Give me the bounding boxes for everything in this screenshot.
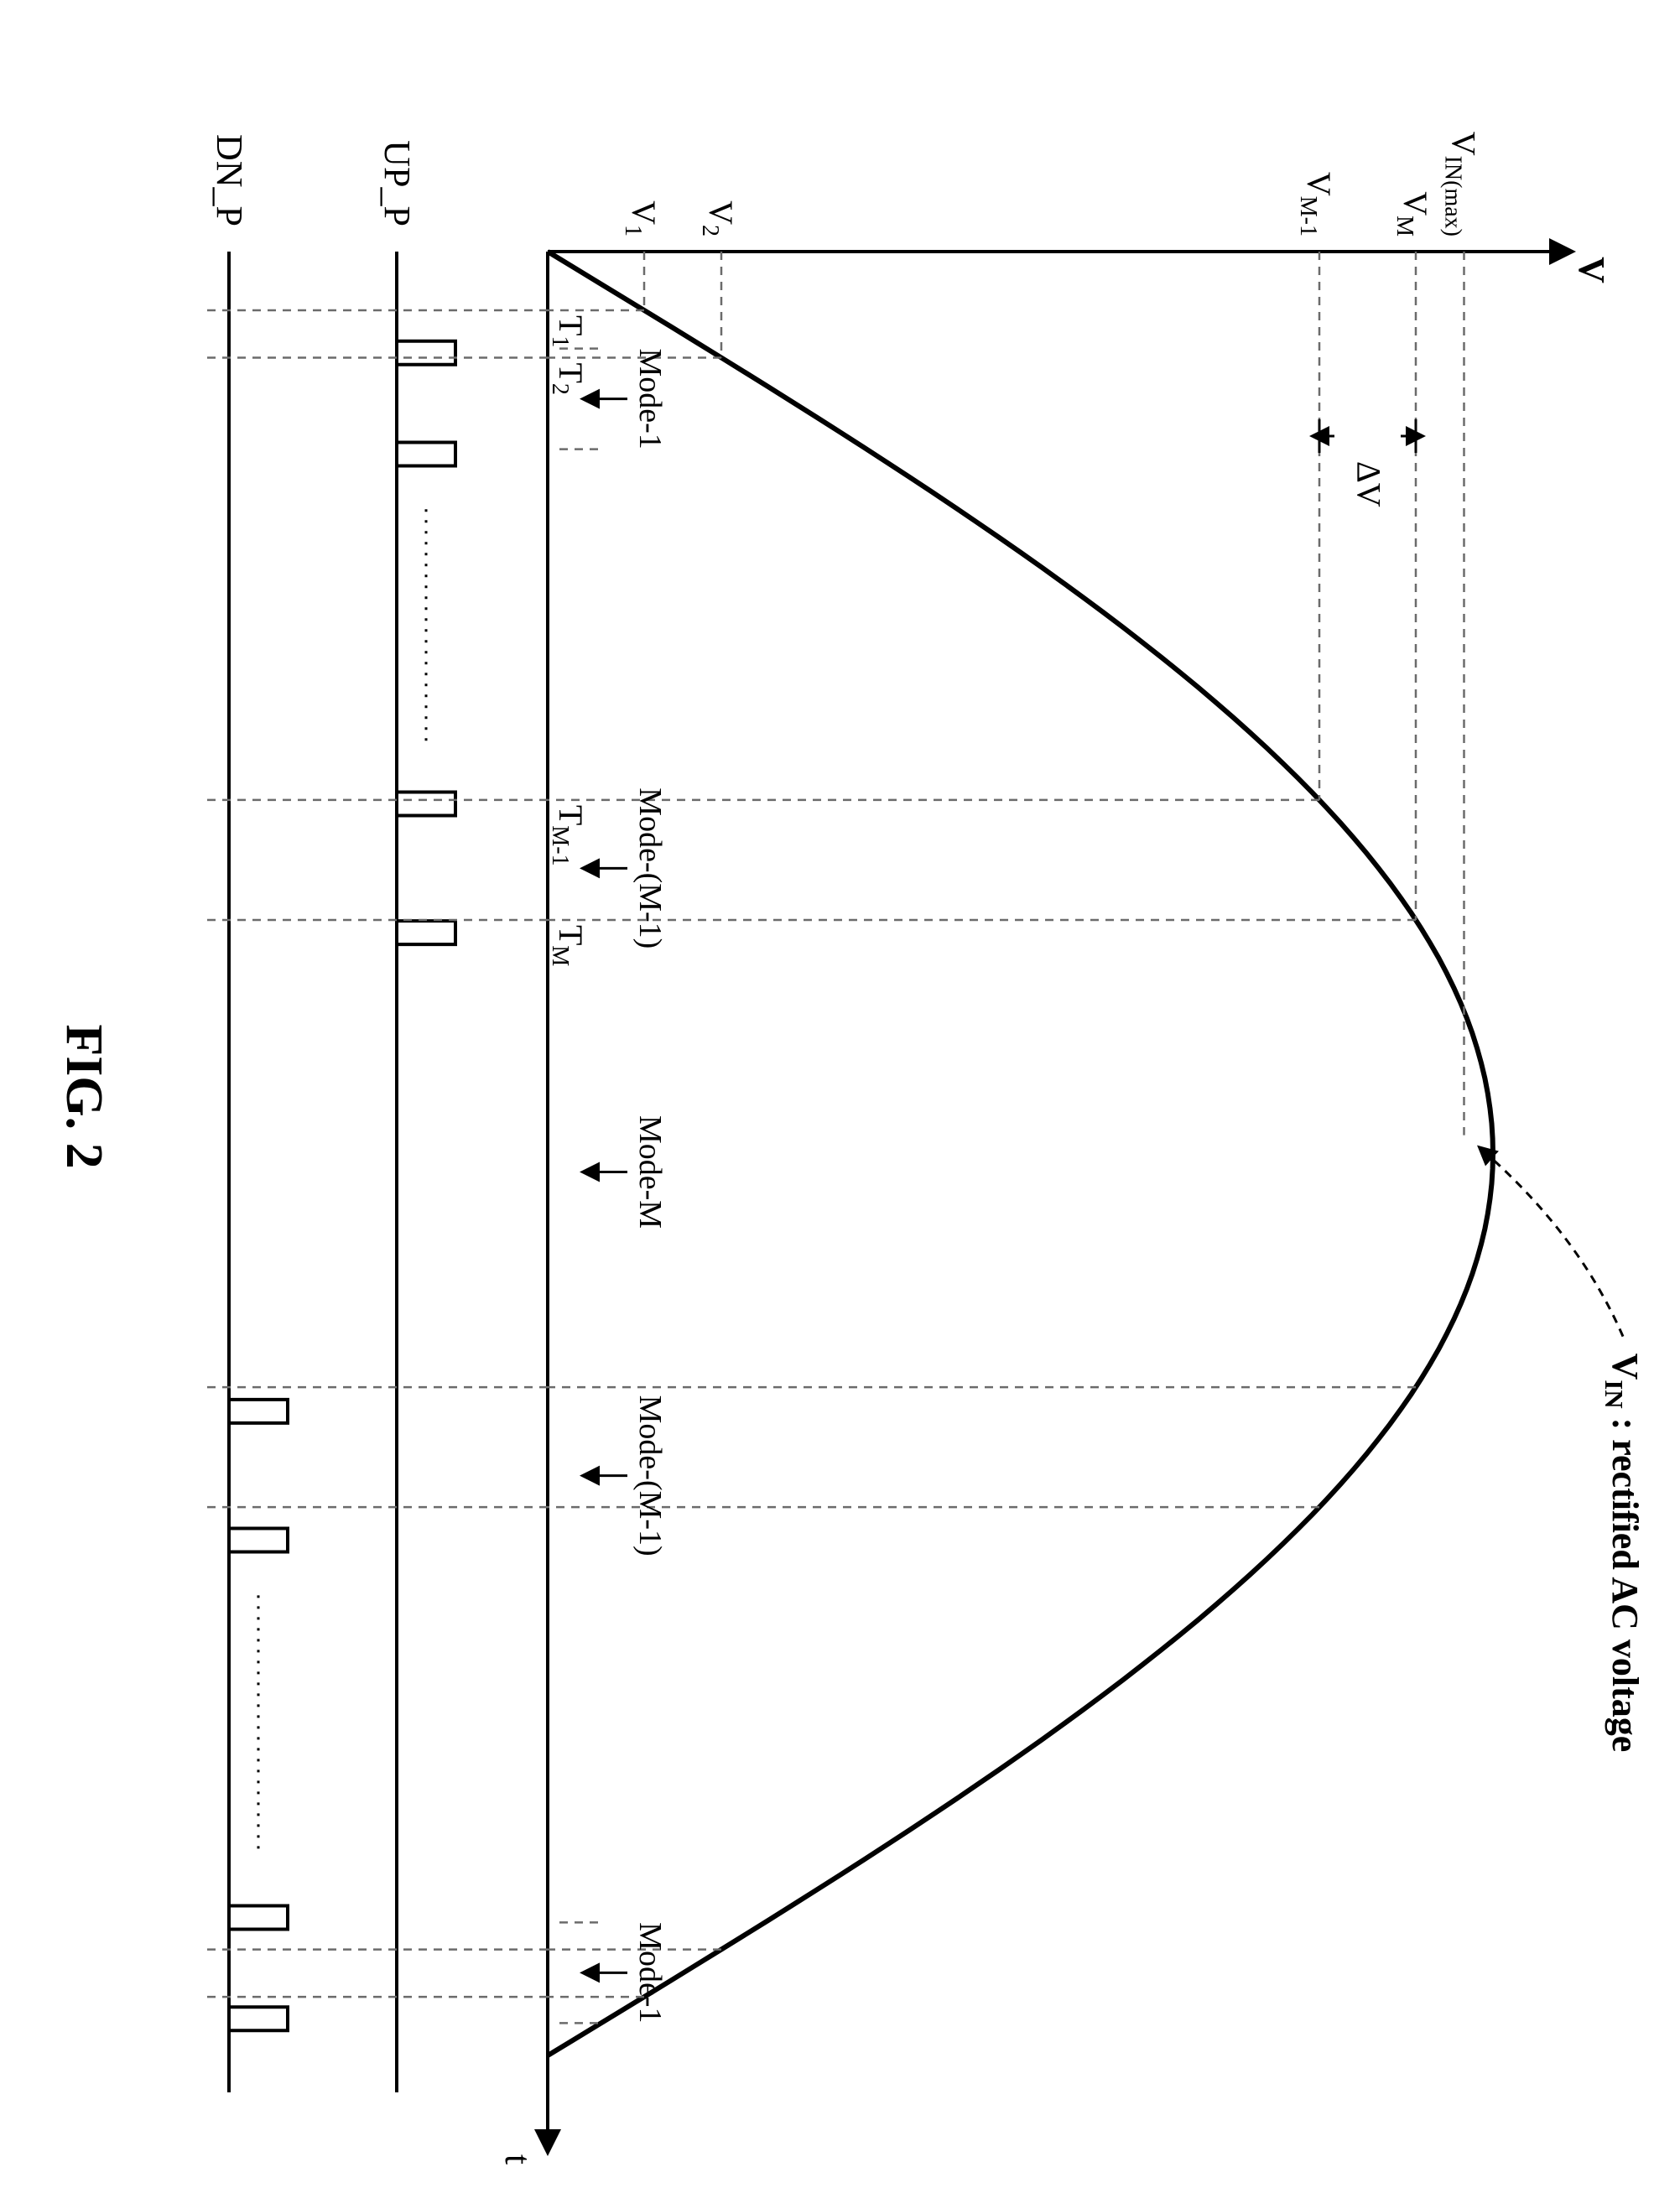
svg-text:V: V <box>1571 257 1612 283</box>
DN_P-pulse-0 <box>229 1400 288 1423</box>
xtick-TMm1: TM-1 <box>547 805 590 866</box>
DN_P-label: DN_P <box>209 134 250 226</box>
diagram-svg: Vt VIN(max)VM VM-1 V2 V1 ΔV T1 T2 TM-1 TM VIN : re… <box>0 0 1680 2193</box>
UP_P-pulse-1 <box>397 442 455 465</box>
UP_P-pulse-3 <box>397 921 455 944</box>
ytick-VMm1: VM-1 <box>1295 172 1338 236</box>
mode-label-4: Mode-1 <box>632 1922 668 2023</box>
ytick-V1: V1 <box>620 200 663 236</box>
UP_P-pulse-2 <box>397 792 455 816</box>
xtick-T1: T1 <box>547 315 590 347</box>
mode-label-1: Mode-(M-1) <box>632 787 668 948</box>
DN_P-pulse-1 <box>229 1529 288 1552</box>
UP_P-pulse-0 <box>397 341 455 365</box>
svg-text:t: t <box>497 2154 538 2164</box>
ytick-V2: V2 <box>697 200 740 236</box>
DN_P-pulse-2 <box>229 1905 288 1929</box>
figure-page: Vt VIN(max)VM VM-1 V2 V1 ΔV T1 T2 TM-1 TM VIN : re… <box>0 0 1680 2193</box>
rectified-ac-curve <box>548 252 1493 2055</box>
ytick-VINmax: VIN(max) <box>1439 132 1482 236</box>
mode-label-0: Mode-1 <box>632 348 668 449</box>
delta-v-label: ΔV <box>1350 461 1388 507</box>
mode-label-2: Mode-M <box>632 1115 668 1229</box>
xtick-T2: T2 <box>547 362 590 394</box>
UP_P-label: UP_P <box>377 140 418 226</box>
chart-title: VIN : rectified AC voltage <box>1599 1354 1646 1753</box>
mode-label-3: Mode-(M-1) <box>632 1395 668 1556</box>
ytick-VM: VM <box>1391 191 1434 236</box>
xtick-TM: TM <box>547 925 590 966</box>
title-leader-arrow <box>1485 1152 1623 1337</box>
figure-label: FIG. 2 <box>55 1024 112 1168</box>
DN_P-pulse-3 <box>229 2007 288 2030</box>
